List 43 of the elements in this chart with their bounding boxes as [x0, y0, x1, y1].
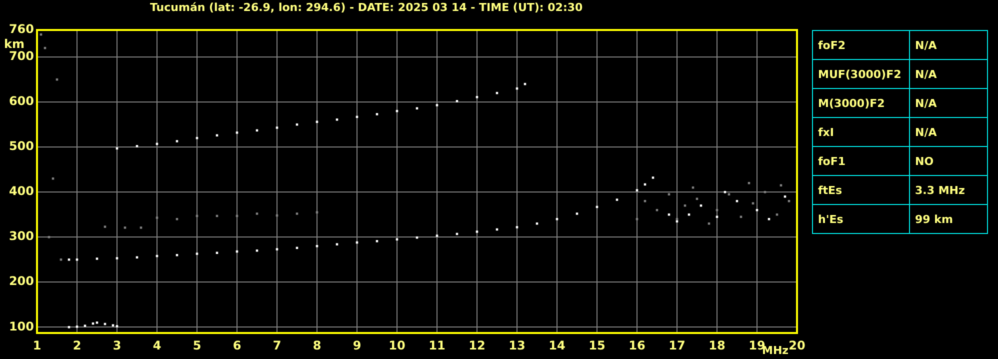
y-axis-title: km [4, 37, 24, 51]
x-tick-label: 5 [192, 338, 202, 352]
text: fxI [812, 118, 910, 146]
x-tick-label: 6 [232, 338, 242, 352]
text: ftEs [812, 176, 910, 204]
text: N/A [910, 30, 988, 60]
text: 99 km [910, 204, 988, 234]
y-tick-label: 400 [8, 184, 34, 198]
x-tick-label: 7 [272, 338, 282, 352]
text: 3.3 MHz [910, 176, 988, 204]
x-tick-label: 18 [708, 338, 726, 352]
text: foF1 [812, 146, 910, 176]
text: N/A [910, 60, 988, 88]
x-tick-label: 12 [468, 338, 486, 352]
y-tick-label: 100 [8, 319, 34, 334]
chart-title: Tucumán (lat: -26.9, lon: 294.6) - DATE: 2025 03 14 - TIME (UT): 02:30 [150, 1, 583, 14]
x-tick-label: 13 [508, 338, 526, 352]
y-tick-label: 760 [8, 22, 34, 36]
x-tick-label: 1 [32, 338, 42, 352]
y-tick-label: 500 [8, 139, 34, 154]
text: M(3000)F2 [812, 88, 910, 118]
x-tick-label: 15 [588, 338, 606, 352]
y-tick-label: 200 [8, 274, 34, 288]
x-tick-label: 4 [152, 338, 162, 352]
x-tick-label: 8 [312, 338, 322, 352]
x-tick-label: 14 [548, 338, 566, 352]
x-tick-label: 9 [352, 338, 362, 352]
text: foF2 [812, 30, 910, 60]
text: h'Es [812, 204, 910, 234]
x-tick-label: 2 [72, 338, 82, 352]
x-tick-label: 20 [788, 338, 806, 352]
x-tick-label: 3 [112, 338, 122, 352]
y-tick-label: 600 [8, 94, 34, 108]
x-tick-label: 10 [388, 338, 406, 352]
y-tick-label: 300 [8, 229, 34, 244]
text: NO [910, 146, 988, 176]
text: MUF(3000)F2 [812, 60, 910, 88]
text: N/A [910, 118, 988, 146]
x-tick-label: 17 [668, 338, 686, 352]
y-tick-label: 700 [8, 49, 34, 64]
text: N/A [910, 88, 988, 118]
x-tick-label: 16 [628, 338, 646, 352]
x-tick-label: 11 [428, 338, 446, 352]
